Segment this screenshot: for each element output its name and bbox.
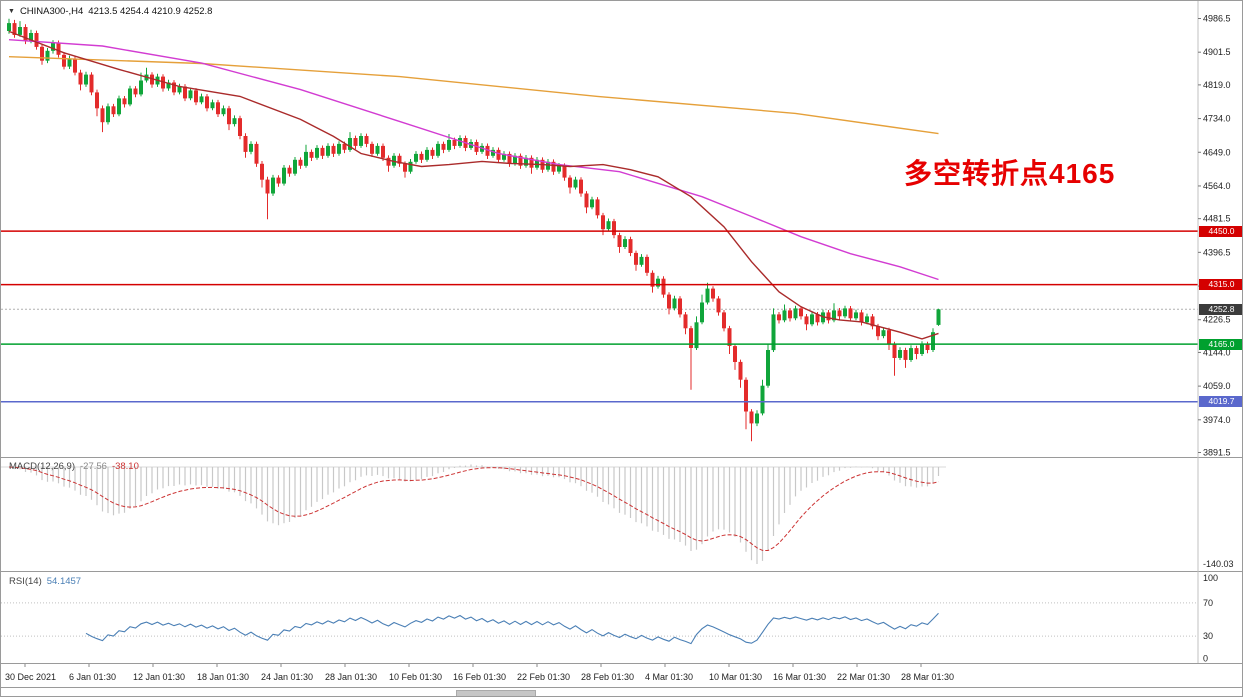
rsi-tick-label: 0 bbox=[1203, 654, 1208, 664]
macd-histogram bbox=[13, 464, 940, 564]
macd-signal-line bbox=[8, 466, 939, 552]
macd-name: MACD(12,26,9) bbox=[9, 461, 75, 472]
rsi-value: 54.1457 bbox=[46, 576, 82, 587]
time-tick-label: 22 Feb 01:30 bbox=[517, 672, 570, 682]
time-tick-label: 28 Feb 01:30 bbox=[581, 672, 634, 682]
time-tick-label: 30 Dec 2021 bbox=[5, 672, 56, 682]
price-tick-label: 4144.0 bbox=[1203, 347, 1231, 357]
time-tick-label: 18 Jan 01:30 bbox=[197, 672, 249, 682]
ma-fast-line[interactable] bbox=[8, 30, 939, 340]
price-tick-label: 4986.5 bbox=[1203, 14, 1231, 24]
time-tick-label: 28 Mar 01:30 bbox=[901, 672, 954, 682]
time-tick-label: 10 Feb 01:30 bbox=[389, 672, 442, 682]
time-tick-label: 28 Jan 01:30 bbox=[325, 672, 377, 682]
chart-header: ▼ CHINA300-,H4 4213.5 4254.4 4210.9 4252… bbox=[8, 6, 212, 17]
macd-signal-value: -38.10 bbox=[111, 461, 139, 472]
rsi-line bbox=[85, 612, 939, 645]
rsi-name: RSI(14) bbox=[9, 576, 42, 587]
price-tick-label: 4649.0 bbox=[1203, 147, 1231, 157]
time-tick-label: 22 Mar 01:30 bbox=[837, 672, 890, 682]
rsi-indicator-label: RSI(14) 54.1457 bbox=[9, 576, 81, 587]
ma-mid-line[interactable] bbox=[8, 39, 939, 281]
price-tick-label: 4396.5 bbox=[1203, 247, 1231, 257]
pivot-point-annotation[interactable]: 多空转折点4165 bbox=[904, 158, 1116, 189]
time-tick-label: 4 Mar 01:30 bbox=[645, 672, 693, 682]
candles-series bbox=[7, 18, 941, 442]
main-panel bbox=[1, 18, 1198, 442]
price-tick-label: 4819.0 bbox=[1203, 80, 1231, 90]
macd-axis-min-label: -140.03 bbox=[1203, 559, 1234, 569]
chart-collapse-icon[interactable]: ▼ bbox=[8, 8, 15, 15]
ma-slow-line[interactable] bbox=[8, 56, 939, 135]
price-tick-label: 4734.0 bbox=[1203, 114, 1231, 124]
price-tick-label: 4311.5 bbox=[1203, 281, 1230, 291]
time-axis: 30 Dec 2021 6 Jan 01:30 12 Jan 01:30 18 Jan… bbox=[5, 664, 954, 682]
symbol-period-label: CHINA300-,H4 bbox=[19, 6, 84, 17]
time-tick-label: 24 Jan 01:30 bbox=[261, 672, 313, 682]
rsi-tick-label: 30 bbox=[1203, 631, 1213, 641]
price-tick-label: 4564.0 bbox=[1203, 181, 1231, 191]
ohlc-values: 4213.5 4254.4 4210.9 4252.8 bbox=[88, 6, 213, 17]
price-tick-label: 4226.5 bbox=[1203, 315, 1231, 325]
macd-main-value: -27.56 bbox=[80, 461, 107, 472]
price-tick-label: 4901.5 bbox=[1203, 47, 1231, 57]
h-scrollbar-thumb[interactable] bbox=[456, 690, 536, 696]
time-tick-label: 16 Feb 01:30 bbox=[453, 672, 506, 682]
time-tick-label: 16 Mar 01:30 bbox=[773, 672, 826, 682]
price-tick-label: 3974.0 bbox=[1203, 415, 1231, 425]
time-tick-label: 10 Mar 01:30 bbox=[709, 672, 762, 682]
time-tick-label: 12 Jan 01:30 bbox=[133, 672, 185, 682]
macd-indicator-label: MACD(12,26,9) -27.56 -38.10 bbox=[9, 461, 139, 472]
time-tick-label: 6 Jan 01:30 bbox=[69, 672, 116, 682]
price-tick-label: 4481.5 bbox=[1203, 214, 1231, 224]
rsi-tick-label: 70 bbox=[1203, 598, 1213, 608]
price-axis: 4986.5 4901.5 4819.0 4734.0 4649.0 4564.0 4481… bbox=[1198, 14, 1231, 458]
price-tick-label: 3891.5 bbox=[1203, 448, 1231, 458]
rsi-tick-label: 100 bbox=[1203, 573, 1218, 583]
price-tick-label: 4059.0 bbox=[1203, 381, 1231, 391]
